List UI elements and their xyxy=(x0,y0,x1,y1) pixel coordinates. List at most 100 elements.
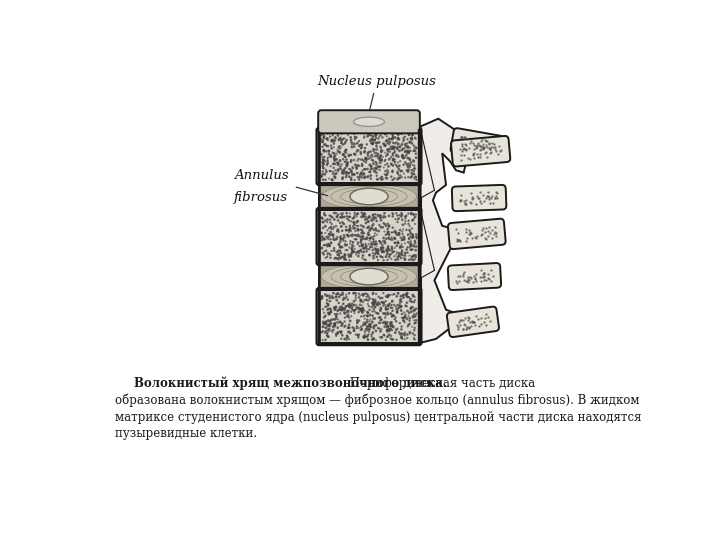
Point xyxy=(321,317,333,326)
Point xyxy=(392,139,404,148)
Point xyxy=(357,241,369,249)
Point xyxy=(352,161,364,170)
Point xyxy=(400,147,412,156)
Point xyxy=(470,276,482,285)
Point xyxy=(341,226,352,234)
Point xyxy=(374,162,386,171)
Point xyxy=(382,247,393,255)
Point xyxy=(328,231,339,239)
Point xyxy=(362,335,374,344)
Point xyxy=(360,325,372,333)
Point xyxy=(402,167,414,176)
Point xyxy=(358,255,369,264)
Point xyxy=(395,329,406,338)
Point xyxy=(392,158,404,167)
Point xyxy=(368,300,379,308)
Point xyxy=(385,332,397,340)
Point xyxy=(365,320,377,329)
Point xyxy=(403,234,415,243)
Point xyxy=(462,323,473,332)
Point xyxy=(482,270,494,279)
Point xyxy=(382,242,394,251)
Point xyxy=(459,150,470,159)
Point xyxy=(402,166,414,175)
Bar xyxy=(319,183,419,211)
Point xyxy=(407,160,418,169)
Point xyxy=(337,319,348,328)
Point xyxy=(366,318,378,326)
Point xyxy=(359,172,371,181)
Point xyxy=(358,212,369,221)
Point xyxy=(482,232,494,240)
Point xyxy=(383,223,395,232)
Point xyxy=(369,240,380,249)
Point xyxy=(323,308,335,317)
Point xyxy=(356,140,368,149)
Point xyxy=(344,316,356,325)
Point xyxy=(342,158,354,167)
Point xyxy=(337,304,348,313)
Point xyxy=(485,145,496,153)
Point xyxy=(379,298,390,307)
Point xyxy=(318,153,330,161)
Point xyxy=(337,135,348,144)
Point xyxy=(339,240,351,249)
Point xyxy=(330,155,342,164)
Point xyxy=(352,318,364,327)
Point xyxy=(460,145,472,154)
Point xyxy=(328,209,340,218)
Point xyxy=(315,328,327,336)
Point xyxy=(356,173,368,181)
Point xyxy=(366,140,378,149)
Point xyxy=(356,159,368,168)
Point xyxy=(371,309,382,318)
Point xyxy=(405,241,417,250)
Point xyxy=(405,208,417,217)
Point xyxy=(318,164,329,173)
Point xyxy=(385,142,397,151)
Point xyxy=(359,247,370,256)
Point xyxy=(359,173,370,182)
Point xyxy=(377,146,388,155)
Point xyxy=(369,136,381,144)
Point xyxy=(372,323,384,332)
Point xyxy=(471,150,482,158)
Point xyxy=(333,159,344,168)
Point xyxy=(467,318,478,327)
Point xyxy=(383,325,395,333)
Point xyxy=(400,212,411,221)
Point xyxy=(338,306,350,314)
Point xyxy=(464,318,475,326)
Point xyxy=(370,245,382,254)
Point xyxy=(325,317,336,326)
Point xyxy=(342,324,354,333)
Point xyxy=(324,211,336,220)
Point xyxy=(374,313,386,322)
Point xyxy=(406,224,418,233)
Point xyxy=(460,237,472,245)
Point xyxy=(399,313,410,321)
Point xyxy=(408,141,420,150)
Point xyxy=(348,301,359,309)
Point xyxy=(330,329,342,338)
Point xyxy=(479,142,490,151)
Point xyxy=(395,254,407,262)
Point xyxy=(356,325,368,333)
Point xyxy=(328,167,339,176)
Point xyxy=(370,161,382,170)
Point xyxy=(484,222,495,231)
Point xyxy=(328,170,339,178)
Point xyxy=(323,327,334,335)
Point xyxy=(406,172,418,181)
Point xyxy=(377,247,388,256)
Point xyxy=(367,157,379,165)
Point xyxy=(364,237,375,245)
Point xyxy=(371,168,382,177)
Point xyxy=(476,273,487,281)
Point xyxy=(356,253,368,262)
Point xyxy=(465,229,477,238)
Point xyxy=(404,138,415,147)
Point xyxy=(486,225,498,234)
Point xyxy=(333,255,344,264)
Point xyxy=(379,237,390,245)
